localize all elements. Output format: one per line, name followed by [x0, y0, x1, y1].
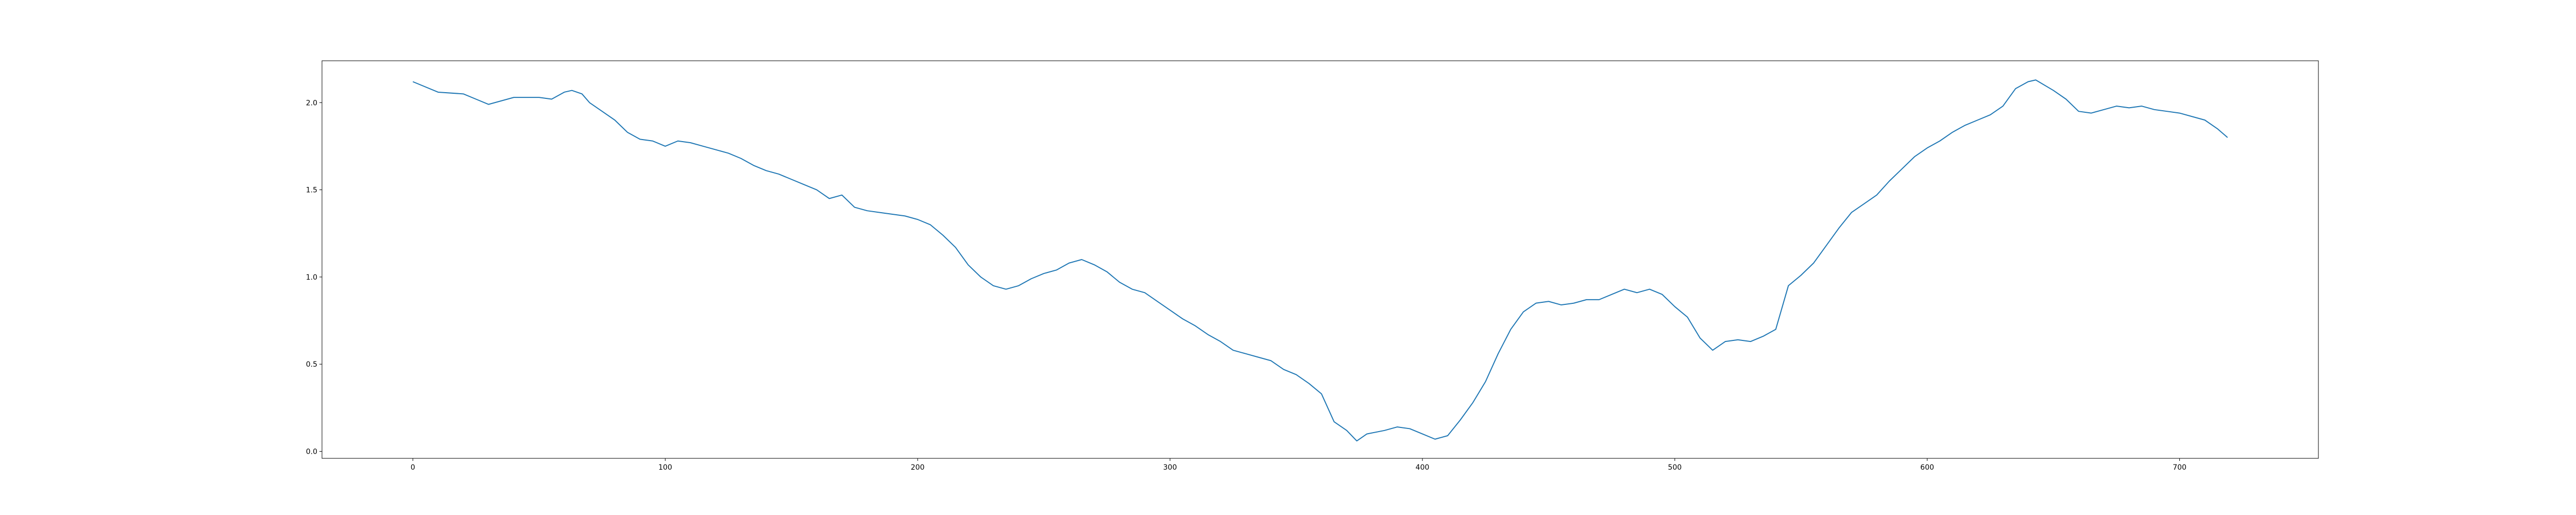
x-tick-label: 0 — [411, 464, 415, 472]
y-tick-label: 0.0 — [306, 448, 317, 456]
x-tick-label: 600 — [1920, 464, 1934, 472]
x-tick-label: 200 — [911, 464, 925, 472]
y-tick-label: 1.0 — [306, 273, 317, 282]
x-tick-label: 700 — [2173, 464, 2187, 472]
axes-frame — [321, 60, 2319, 459]
line-series — [412, 79, 2228, 442]
y-tick-label: 1.5 — [306, 186, 317, 195]
y-tick-label: 0.5 — [306, 360, 317, 369]
x-tick-label: 300 — [1163, 464, 1177, 472]
x-tick-label: 400 — [1416, 464, 1430, 472]
x-tick-label: 100 — [658, 464, 672, 472]
x-tick-label: 500 — [1668, 464, 1682, 472]
y-tick-label: 2.0 — [306, 99, 317, 107]
